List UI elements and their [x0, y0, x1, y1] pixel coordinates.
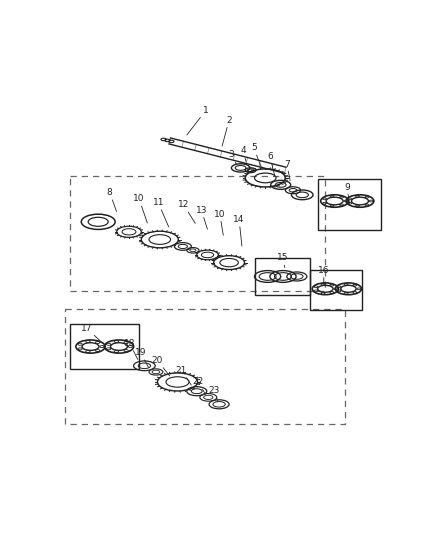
Text: 6: 6: [267, 152, 275, 175]
Text: 18: 18: [124, 339, 138, 359]
Text: 13: 13: [196, 206, 208, 229]
Bar: [254, 258, 310, 295]
Text: 9: 9: [344, 183, 350, 204]
Text: 20: 20: [152, 356, 170, 376]
Text: 10: 10: [133, 194, 147, 223]
Text: 3: 3: [229, 150, 236, 164]
Text: 8: 8: [107, 188, 117, 212]
Text: 21: 21: [176, 366, 191, 385]
Text: 15: 15: [277, 254, 289, 268]
Text: 17: 17: [81, 324, 100, 341]
Text: 16: 16: [318, 266, 329, 285]
Text: 2: 2: [222, 116, 232, 146]
Text: 10: 10: [214, 209, 226, 235]
Text: 5: 5: [251, 143, 261, 167]
Bar: [310, 270, 362, 310]
Text: 19: 19: [135, 348, 148, 367]
Text: 11: 11: [152, 198, 169, 227]
Text: 7: 7: [284, 159, 290, 181]
Text: 23: 23: [208, 386, 219, 402]
Text: 1: 1: [187, 106, 209, 135]
Text: 4: 4: [240, 147, 246, 161]
Bar: [70, 324, 139, 369]
Text: 14: 14: [233, 215, 245, 246]
Bar: [318, 180, 381, 230]
Text: 12: 12: [178, 200, 195, 223]
Text: 22: 22: [193, 377, 205, 394]
